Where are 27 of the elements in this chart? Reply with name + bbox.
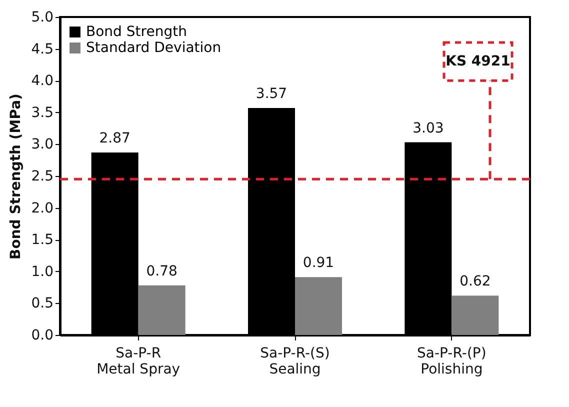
bar bbox=[452, 296, 499, 335]
bar bbox=[295, 277, 342, 335]
y-axis-title: Bond Strength (MPa) bbox=[8, 94, 24, 260]
data-label: 3.03 bbox=[412, 120, 444, 136]
x-tick-label: Sa-P-R Metal Spray bbox=[96, 346, 180, 378]
y-tick-label: 1.0 bbox=[31, 264, 54, 280]
legend-label: Standard Deviation bbox=[86, 40, 222, 56]
y-tick-label: 3.0 bbox=[31, 136, 54, 153]
bar bbox=[138, 285, 186, 335]
data-label: 0.91 bbox=[302, 255, 334, 272]
y-tick-label: 0.0 bbox=[31, 328, 54, 344]
y-tick-label: 4.0 bbox=[31, 73, 54, 90]
ref-line-label: KS 4921 bbox=[446, 54, 510, 70]
y-tick-label: 2.5 bbox=[31, 168, 54, 184]
x-tick-label: Sa-P-R-(S) Sealing bbox=[260, 346, 330, 378]
x-tick-label: Sa-P-R-(P) Polishing bbox=[417, 346, 486, 378]
data-label: 0.78 bbox=[146, 263, 178, 280]
legend-label: Bond Strength bbox=[86, 24, 187, 40]
data-label: 3.57 bbox=[256, 86, 288, 102]
y-tick-label: 4.5 bbox=[31, 41, 54, 58]
y-tick-label: 2.0 bbox=[31, 200, 54, 216]
y-tick-label: 0.5 bbox=[31, 296, 54, 312]
data-label: 0.62 bbox=[460, 274, 491, 290]
y-tick-label: 1.5 bbox=[31, 232, 54, 248]
data-label: 2.87 bbox=[99, 130, 130, 146]
y-tick-label: 3.5 bbox=[31, 104, 54, 121]
y-tick-label: 5.0 bbox=[31, 10, 54, 26]
